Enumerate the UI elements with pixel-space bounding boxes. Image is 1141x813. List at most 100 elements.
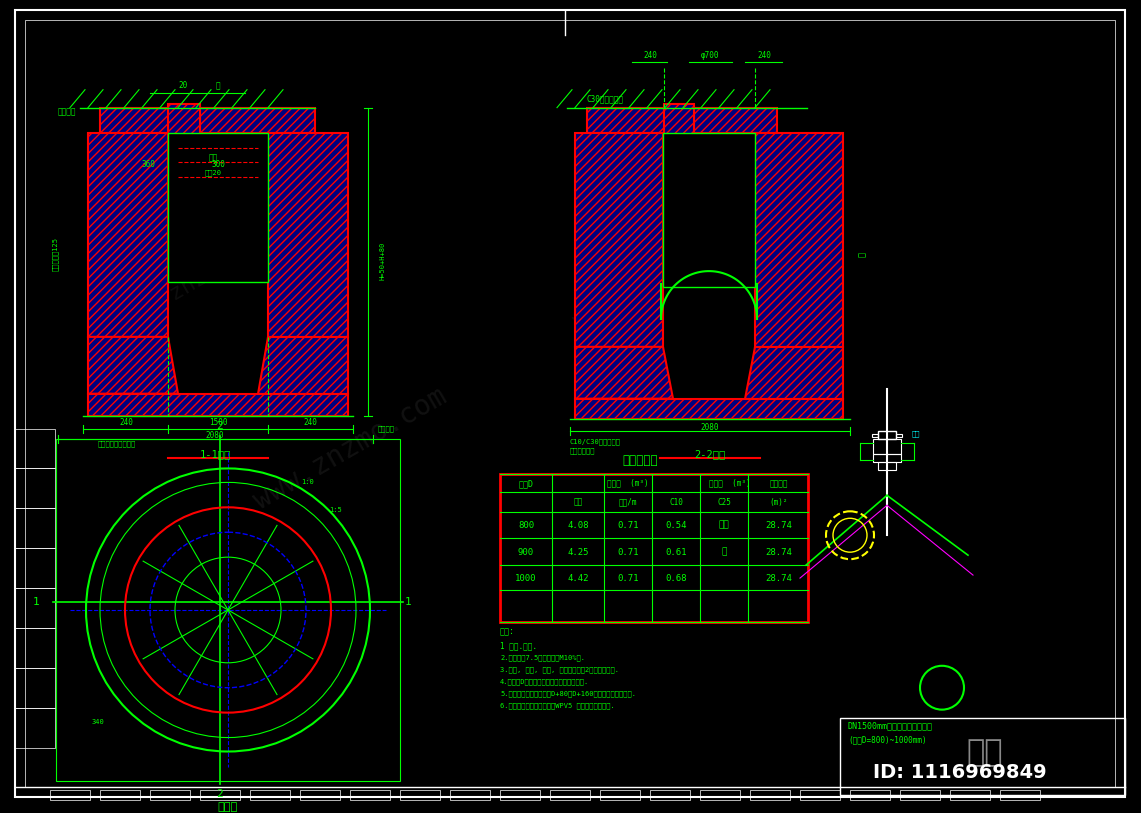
Bar — [879, 431, 896, 438]
Bar — [100, 107, 170, 133]
Bar — [750, 790, 790, 800]
Bar — [15, 628, 55, 667]
Text: 0.71: 0.71 — [617, 548, 639, 557]
Bar — [100, 790, 140, 800]
Bar — [699, 790, 741, 800]
Text: 粘土夯实基础: 粘土夯实基础 — [570, 447, 596, 454]
Text: 钢筋最大生产批测图: 钢筋最大生产批测图 — [98, 440, 136, 447]
Polygon shape — [575, 347, 673, 398]
Text: 1000: 1000 — [516, 574, 536, 583]
Text: 1-1剖面: 1-1剖面 — [200, 450, 230, 459]
Bar — [149, 790, 191, 800]
Text: 0.54: 0.54 — [665, 521, 687, 530]
Text: C30混凝土盖板: C30混凝土盖板 — [586, 94, 624, 103]
Text: 1:5: 1:5 — [330, 507, 342, 513]
Text: 28.74: 28.74 — [766, 548, 793, 557]
Text: 桩径: 桩径 — [574, 498, 583, 506]
Bar — [873, 454, 901, 463]
Polygon shape — [258, 337, 348, 393]
Text: 1 单位.毫米.: 1 单位.毫米. — [500, 641, 537, 650]
Bar — [550, 790, 590, 800]
Text: 0.71: 0.71 — [617, 574, 639, 583]
Text: H=50+H+80: H=50+H+80 — [380, 242, 386, 280]
Bar — [15, 707, 55, 747]
Text: 240: 240 — [119, 418, 133, 427]
Text: 抹灰面积: 抹灰面积 — [770, 479, 788, 488]
Bar — [15, 588, 55, 628]
Text: 240: 240 — [758, 51, 771, 60]
Bar — [691, 107, 777, 133]
Text: 0.61: 0.61 — [665, 548, 687, 557]
Bar — [300, 790, 340, 800]
Bar — [15, 548, 55, 588]
Bar — [168, 133, 268, 282]
Bar — [650, 790, 690, 800]
Text: 2080: 2080 — [205, 431, 225, 440]
Bar — [600, 790, 640, 800]
Text: 28.74: 28.74 — [766, 521, 793, 530]
Bar — [500, 475, 808, 622]
Text: 20: 20 — [178, 81, 187, 90]
Bar — [88, 133, 168, 337]
Text: 300: 300 — [211, 160, 225, 169]
Text: 见注: 见注 — [719, 521, 729, 530]
Bar — [879, 463, 896, 471]
Bar — [840, 718, 1125, 795]
Text: 5.混凝土基础宽度分别按D+80和D+160共两种计算确定最大.: 5.混凝土基础宽度分别按D+80和D+160共两种计算确定最大. — [500, 690, 636, 697]
Bar — [663, 133, 755, 287]
Bar — [500, 790, 540, 800]
Text: 螺栓: 螺栓 — [912, 430, 921, 437]
Text: 3.砖板, 砌板, 盖板, 垫三油毡请用2倍水泥砂浆砌.: 3.砖板, 砌板, 盖板, 垫三油毡请用2倍水泥砂浆砌. — [500, 667, 620, 673]
Text: φ700: φ700 — [701, 51, 719, 60]
Text: 砖砌体  (m³): 砖砌体 (m³) — [607, 478, 649, 487]
Text: 配筋: 配筋 — [209, 153, 218, 162]
Text: 钢: 钢 — [216, 81, 220, 90]
Text: 800: 800 — [518, 521, 534, 530]
Text: 2080: 2080 — [701, 423, 719, 432]
Text: ID: 1116969849: ID: 1116969849 — [873, 763, 1046, 782]
Bar — [200, 107, 315, 133]
Text: 6.各尺寸标注的粘性盖板取WPV5 建设关注报告样本.: 6.各尺寸标注的粘性盖板取WPV5 建设关注报告样本. — [500, 702, 615, 709]
Bar — [664, 103, 694, 133]
Text: 工程数量表: 工程数量表 — [622, 454, 658, 467]
Bar — [250, 790, 290, 800]
Polygon shape — [88, 337, 178, 393]
Bar — [950, 790, 990, 800]
Text: C10: C10 — [669, 498, 683, 506]
Text: 4.25: 4.25 — [567, 548, 589, 557]
Text: 目: 目 — [721, 548, 727, 557]
Bar — [1000, 790, 1039, 800]
Text: C10/C30混凝土基础: C10/C30混凝土基础 — [570, 438, 621, 445]
Bar — [15, 428, 55, 468]
Text: 2: 2 — [217, 789, 224, 799]
Bar — [873, 438, 901, 454]
Text: 2-2剖面: 2-2剖面 — [695, 450, 726, 459]
Text: DN1500mm盖板砖砌污水检查井: DN1500mm盖板砖砌污水检查井 — [848, 721, 933, 730]
Text: 4.42: 4.42 — [567, 574, 589, 583]
Text: 1: 1 — [405, 597, 412, 607]
Bar — [872, 433, 879, 437]
Text: www.znzmo.com: www.znzmo.com — [120, 227, 281, 331]
Bar — [575, 398, 843, 419]
Bar — [896, 433, 903, 437]
Text: 900: 900 — [518, 548, 534, 557]
Text: 1: 1 — [33, 597, 40, 607]
Text: C25: C25 — [717, 498, 731, 506]
Text: 28.74: 28.74 — [766, 574, 793, 583]
Bar — [400, 790, 440, 800]
Bar — [755, 133, 843, 347]
Bar — [800, 790, 840, 800]
Text: 4.如补修D之前应进行安全检查不得拆开丸.: 4.如补修D之前应进行安全检查不得拆开丸. — [500, 678, 589, 685]
Text: www.znzmo.com: www.znzmo.com — [569, 227, 730, 331]
Text: 平面图: 平面图 — [218, 802, 238, 812]
Text: 240: 240 — [304, 418, 317, 427]
Text: (管径D=800)~1000mm): (管径D=800)~1000mm) — [848, 735, 926, 744]
Bar — [850, 790, 890, 800]
Text: (m)²: (m)² — [770, 498, 788, 506]
Text: www.znzmo.com: www.znzmo.com — [249, 382, 452, 515]
Text: 管径D: 管径D — [518, 479, 534, 488]
Bar — [88, 393, 348, 415]
Bar — [350, 790, 390, 800]
Bar — [15, 468, 55, 508]
Text: 知末: 知末 — [966, 738, 1003, 767]
